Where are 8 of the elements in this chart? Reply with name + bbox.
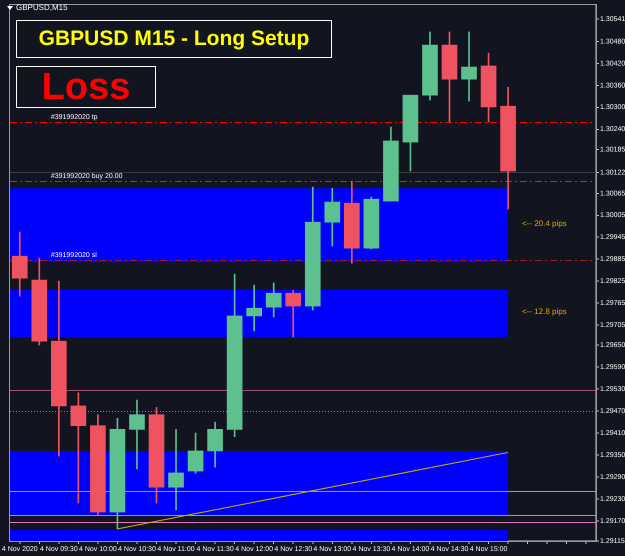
annotation: <-- 12.8 pips: [522, 307, 567, 316]
candlestick: [168, 429, 184, 510]
annotation: GBPUSD M15 - Long Setup: [16, 20, 332, 58]
candlestick: [129, 400, 145, 470]
annotation: Loss: [16, 66, 156, 108]
candlestick: [461, 32, 477, 102]
chart-title: GBPUSD,M15: [16, 3, 68, 12]
annotation: <-- 20.4 pips: [522, 219, 567, 228]
